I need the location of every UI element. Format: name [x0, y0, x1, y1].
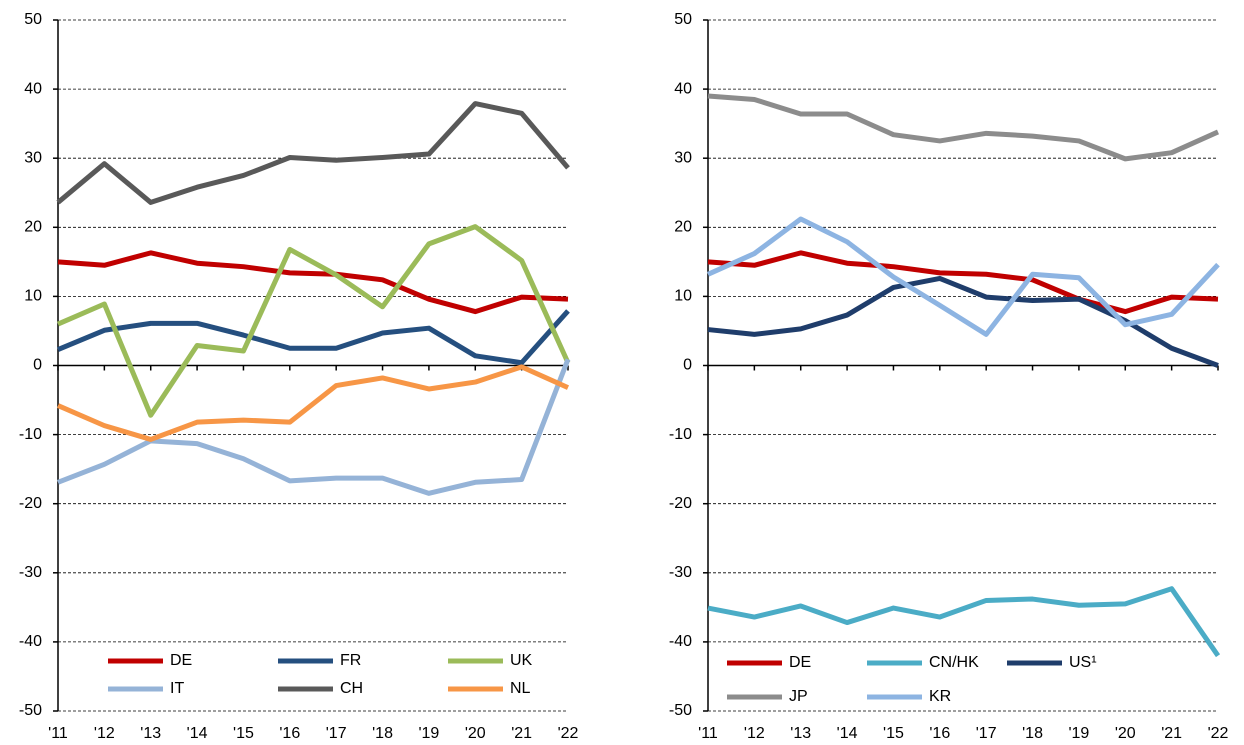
- legend-label: CN/HK: [929, 654, 979, 671]
- x-tick-label: '19: [1068, 725, 1089, 742]
- y-tick-label: 40: [24, 80, 42, 97]
- series-line: [57, 358, 571, 496]
- x-tick-label: '19: [418, 725, 439, 742]
- x-tick-label: '18: [372, 725, 393, 742]
- y-tick-label: 10: [674, 288, 692, 305]
- x-tick-label: '12: [94, 725, 115, 742]
- series-line: [706, 216, 1220, 337]
- series-line: [57, 250, 569, 315]
- x-tick-label: '13: [790, 725, 811, 742]
- legend-label: CH: [340, 680, 363, 697]
- x-tick-label: '18: [1022, 725, 1043, 742]
- y-tick-label: -50: [19, 702, 42, 719]
- y-tick-label: 10: [24, 288, 42, 305]
- y-tick-label: 30: [674, 149, 692, 166]
- x-tick-label: '15: [233, 725, 254, 742]
- legend-label: KR: [929, 688, 951, 705]
- series-line: [57, 309, 570, 366]
- x-tick-label: '21: [511, 725, 532, 742]
- y-tick-label: -20: [19, 495, 42, 512]
- x-tick-label: '11: [698, 725, 718, 742]
- x-tick-label: '15: [883, 725, 904, 742]
- x-tick-label: '11: [48, 725, 68, 742]
- x-tick-label: '16: [279, 725, 300, 742]
- y-tick-label: -10: [19, 426, 42, 443]
- x-tick-label: '14: [187, 725, 208, 742]
- series-line: [707, 93, 1220, 162]
- legend-label: DE: [789, 654, 811, 671]
- legend-label: FR: [340, 652, 361, 669]
- x-tick-label: '20: [1115, 725, 1136, 742]
- x-tick-label: '22: [558, 725, 579, 742]
- y-tick-label: 0: [683, 357, 692, 374]
- y-tick-label: -30: [19, 564, 42, 581]
- y-tick-label: 20: [674, 219, 692, 236]
- legend-label: UK: [510, 652, 533, 669]
- y-tick-label: -10: [669, 426, 692, 443]
- series-line: [707, 586, 1221, 658]
- y-tick-label: -30: [669, 564, 692, 581]
- x-tick-label: '17: [326, 725, 347, 742]
- y-tick-label: 50: [674, 11, 692, 28]
- x-tick-label: '16: [929, 725, 950, 742]
- y-tick-label: 30: [24, 149, 42, 166]
- y-tick-label: 40: [674, 80, 692, 97]
- x-tick-label: '21: [1161, 725, 1182, 742]
- y-tick-label: -50: [669, 702, 692, 719]
- y-tick-label: 0: [33, 357, 42, 374]
- series-line: [57, 364, 570, 442]
- x-tick-label: '12: [744, 725, 765, 742]
- legend-label: IT: [170, 680, 184, 697]
- legend-label: DE: [170, 652, 192, 669]
- x-tick-label: '22: [1208, 725, 1229, 742]
- legend-label: US¹: [1069, 654, 1097, 671]
- x-tick-label: '20: [465, 725, 486, 742]
- x-tick-label: '13: [140, 725, 161, 742]
- y-tick-label: -20: [669, 495, 692, 512]
- y-tick-label: 50: [24, 11, 42, 28]
- y-tick-label: 20: [24, 219, 42, 236]
- legend-label: JP: [789, 688, 808, 705]
- series-line: [57, 224, 571, 418]
- y-tick-label: -40: [669, 633, 692, 650]
- legend-label: NL: [510, 680, 531, 697]
- series-line: [707, 250, 1219, 315]
- series-line: [56, 101, 570, 205]
- x-tick-label: '17: [976, 725, 997, 742]
- y-tick-label: -40: [19, 633, 42, 650]
- x-tick-label: '14: [837, 725, 858, 742]
